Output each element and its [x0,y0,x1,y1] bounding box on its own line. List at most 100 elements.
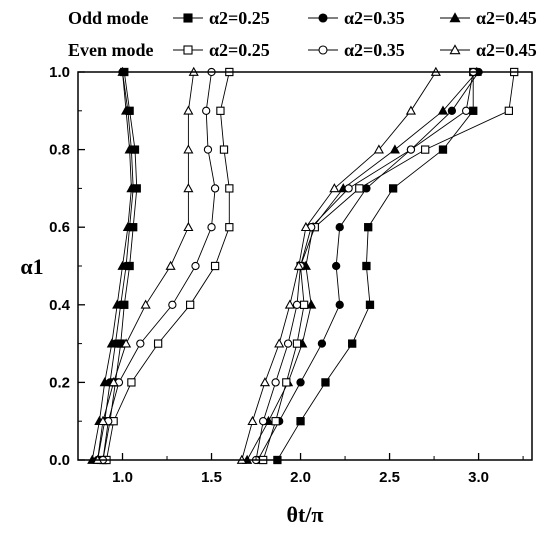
data-point [292,300,302,309]
data-point [365,300,375,309]
data-point [122,221,133,232]
data-point [293,260,304,270]
data-point [271,378,280,387]
legend-entry-label: α2=0.35 [344,40,405,60]
legend-marker [318,45,328,55]
data-point [112,299,123,309]
data-point [405,105,417,115]
legend-marker [449,44,461,55]
data-point [296,417,305,426]
data-point [438,145,448,154]
y-tick-label: 0.8 [49,142,70,159]
data-point [274,338,285,348]
data-point [210,261,220,271]
data-point [447,106,457,115]
data-point [207,223,216,232]
data-point [335,300,344,309]
legend-marker [183,45,193,55]
x-axis-title: θt/π [287,502,324,527]
data-point [117,260,128,270]
data-point [140,299,151,309]
data-point [329,183,340,193]
legend: Odd mode α2=0.25 α2=0.35 α2=0.45 Even mode α2… [68,8,537,60]
data-point [389,144,400,154]
x-tick-label: 1.0 [112,469,133,486]
data-point [191,261,200,271]
legend-marker [318,13,328,23]
series-line-8 [246,71,478,461]
data-point [469,106,478,115]
data-point [271,417,280,426]
y-tick-label: 0.2 [49,374,70,391]
data-point [317,339,327,348]
x-tick-label: 2.0 [290,469,311,486]
data-point [225,223,234,232]
y-tick-label: 1.0 [49,64,70,81]
x-tick-label: 2.5 [379,469,400,486]
legend-group-label: Odd mode [68,8,149,28]
legend-group-label: Even mode [68,40,154,60]
data-point [344,184,353,193]
data-point [225,184,234,193]
data-point [99,377,110,387]
data-point [283,339,293,348]
data-point [165,260,176,270]
data-point [362,261,371,271]
data-point [183,221,194,232]
legend-marker [183,13,193,23]
legend-entry-label: α2=0.45 [476,8,537,28]
x-tick-label: 1.5 [201,469,222,486]
data-point [216,106,225,115]
data-point [335,223,344,232]
data-point [504,106,514,115]
data-point [362,184,371,193]
data-point [292,339,302,348]
data-point [97,415,109,426]
data-point [126,183,137,193]
data-point [108,377,119,387]
y-axis-title: α1 [20,254,43,279]
data-point [364,223,373,232]
data-point [461,106,471,115]
data-point [284,299,295,309]
series-line-5 [97,71,195,461]
data-point [406,145,416,154]
data-point [183,105,194,115]
data-point [282,378,291,387]
data-point [300,221,311,232]
data-point [210,184,220,193]
data-point [186,300,195,309]
plot-markers [87,66,519,465]
data-point [332,261,341,271]
data-point [203,145,213,154]
data-point [348,339,357,348]
legend-entry-label: α2=0.45 [476,40,537,60]
data-point [247,415,258,426]
data-point [299,300,309,309]
data-point [421,145,430,154]
legend-entry-label: α2=0.35 [344,8,405,28]
legend-entry-label: α2=0.25 [209,8,270,28]
data-point [306,299,317,309]
data-point [183,183,194,193]
data-point [153,339,163,348]
axes: 1.0 1.5 2.0 2.5 3.0 0.0 0.2 0.4 0.6 0.8 1.0 [49,64,524,486]
data-point [219,145,229,154]
data-point [437,105,449,115]
data-point [202,106,211,115]
data-point [124,144,135,154]
data-point [168,300,177,309]
y-tick-label: 0.0 [49,452,70,469]
y-tick-label: 0.4 [49,297,71,314]
data-point [120,105,132,115]
data-point [373,144,384,154]
data-point [259,377,271,387]
data-point [120,338,132,348]
data-point [127,378,136,387]
data-point [355,184,364,193]
data-point [259,417,268,426]
y-tick-label: 0.6 [49,219,70,236]
legend-entry-label: α2=0.25 [209,40,270,60]
x-tick-label: 3.0 [468,469,489,486]
